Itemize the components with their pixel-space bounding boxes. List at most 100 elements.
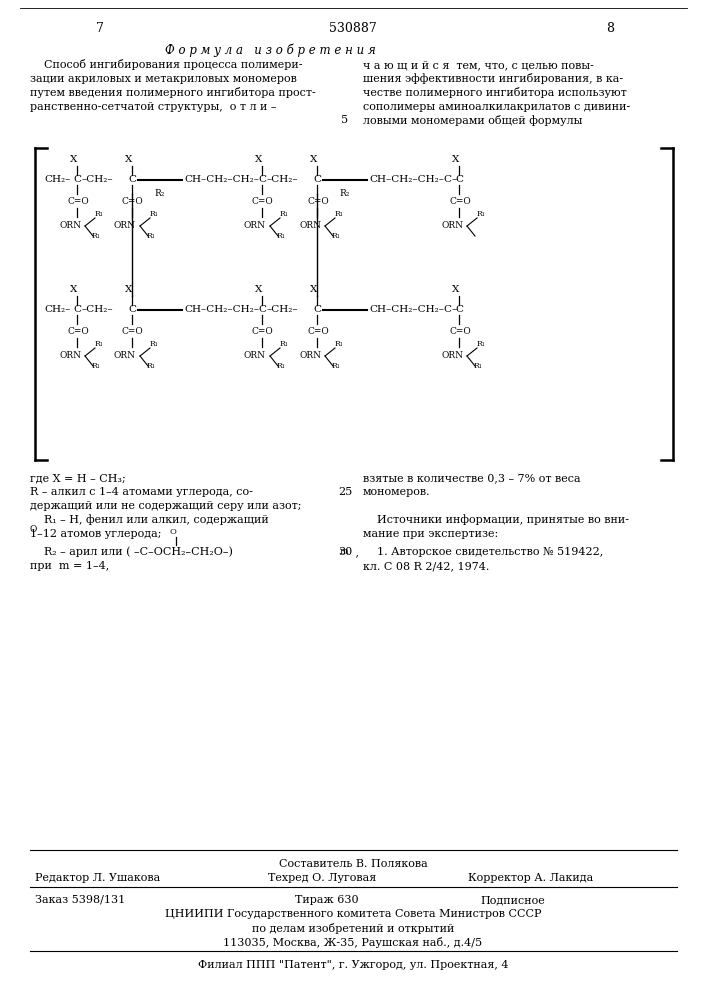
Text: ORN: ORN: [244, 352, 266, 360]
Text: C=O: C=O: [252, 198, 274, 207]
Text: Корректор А. Лакида: Корректор А. Лакида: [468, 873, 593, 883]
Text: шения эффективности ингибирования, в ка-: шения эффективности ингибирования, в ка-: [363, 74, 623, 85]
Text: X: X: [255, 155, 263, 164]
Text: Техред О. Луговая: Техред О. Луговая: [268, 873, 376, 883]
Text: C=O: C=O: [252, 328, 274, 336]
Text: C: C: [313, 306, 321, 314]
Text: 1. Авторское свидетельство № 519422,: 1. Авторское свидетельство № 519422,: [363, 547, 603, 557]
Text: R₁: R₁: [277, 362, 286, 370]
Text: мание при экспертизе:: мание при экспертизе:: [363, 529, 498, 539]
Text: CH₂–: CH₂–: [44, 176, 71, 184]
Text: R₁: R₁: [150, 210, 159, 218]
Text: ловыми мономерами общей формулы: ловыми мономерами общей формулы: [363, 115, 583, 126]
Text: R₁: R₁: [280, 340, 288, 348]
Text: C: C: [258, 306, 266, 314]
Text: R – алкил с 1–4 атомами углерода, со-: R – алкил с 1–4 атомами углерода, со-: [30, 487, 253, 497]
Text: R₁: R₁: [147, 232, 156, 240]
Text: честве полимерного ингибитора используют: честве полимерного ингибитора используют: [363, 88, 626, 99]
Text: R₁: R₁: [474, 362, 483, 370]
Text: R₁ – H, фенил или алкил, содержащий: R₁ – H, фенил или алкил, содержащий: [30, 515, 269, 525]
Text: C=O: C=O: [67, 328, 89, 336]
Text: R₂: R₂: [154, 190, 164, 198]
Text: по делам изобретений и открытий: по делам изобретений и открытий: [252, 922, 454, 934]
Text: ч а ю щ и й с я  тем, что, с целью повы-: ч а ю щ и й с я тем, что, с целью повы-: [363, 60, 594, 70]
Text: 8: 8: [606, 21, 614, 34]
Text: ORN: ORN: [59, 222, 81, 231]
Text: m: m: [340, 548, 349, 556]
Text: C: C: [73, 176, 81, 184]
Text: X: X: [125, 155, 133, 164]
Text: ORN: ORN: [441, 222, 463, 231]
Text: 1–12 атомов углерода;: 1–12 атомов углерода;: [30, 529, 161, 539]
Text: C=O: C=O: [449, 198, 471, 207]
Text: ORN: ORN: [299, 222, 321, 231]
Text: X: X: [310, 155, 317, 164]
Text: C=O: C=O: [122, 328, 144, 336]
Text: R₁: R₁: [335, 210, 344, 218]
Text: R₁: R₁: [477, 210, 486, 218]
Text: Заказ 5398/131: Заказ 5398/131: [35, 895, 125, 905]
Text: 5: 5: [341, 115, 349, 125]
Text: X: X: [125, 286, 133, 294]
Text: C: C: [258, 176, 266, 184]
Text: путем введения полимерного ингибитора прост-: путем введения полимерного ингибитора пр…: [30, 88, 316, 99]
Text: X: X: [70, 155, 78, 164]
Text: Подписное: Подписное: [480, 895, 545, 905]
Text: ORN: ORN: [114, 222, 136, 231]
Text: 113035, Москва, Ж-35, Раушская наб., д.4/5: 113035, Москва, Ж-35, Раушская наб., д.4…: [223, 936, 483, 948]
Text: Ф о р м у л а   и з о б р е т е н и я: Ф о р м у л а и з о б р е т е н и я: [165, 43, 375, 57]
Text: C: C: [455, 306, 463, 314]
Text: мономеров.: мономеров.: [363, 487, 431, 497]
Text: R₁: R₁: [147, 362, 156, 370]
Text: ORN: ORN: [244, 222, 266, 231]
Text: Редактор Л. Ушакова: Редактор Л. Ушакова: [35, 873, 160, 883]
Text: R₁: R₁: [92, 362, 101, 370]
Text: CH–CH₂–CH₂–: CH–CH₂–CH₂–: [184, 306, 259, 314]
Text: C: C: [313, 176, 321, 184]
Text: X: X: [452, 286, 460, 294]
Text: C=O: C=O: [449, 328, 471, 336]
Text: держащий или не содержащий серу или азот;: держащий или не содержащий серу или азот…: [30, 501, 301, 511]
Text: ЦНИИПИ Государственного комитета Совета Министров СССР: ЦНИИПИ Государственного комитета Совета …: [165, 909, 542, 919]
Text: X: X: [310, 286, 317, 294]
Text: кл. С 08 R 2/42, 1974.: кл. С 08 R 2/42, 1974.: [363, 561, 489, 571]
Text: X: X: [255, 286, 263, 294]
Text: ,: ,: [352, 547, 359, 557]
Text: при  m = 1–4,: при m = 1–4,: [30, 561, 110, 571]
Text: R₂: R₂: [339, 190, 349, 198]
Text: ORN: ORN: [299, 352, 321, 360]
Text: O: O: [30, 526, 37, 534]
Text: CH–CH₂–CH₂–: CH–CH₂–CH₂–: [184, 176, 259, 184]
Text: R₁: R₁: [335, 340, 344, 348]
Text: 25: 25: [338, 487, 352, 497]
Text: –CH₂–: –CH₂–: [82, 306, 114, 314]
Text: R₂ – арил или ( –C–OCH₂–CH₂O–): R₂ – арил или ( –C–OCH₂–CH₂O–): [30, 547, 233, 557]
Text: C=O: C=O: [307, 328, 329, 336]
Text: –CH₂–: –CH₂–: [267, 306, 298, 314]
Text: где X = H – CH₃;: где X = H – CH₃;: [30, 473, 126, 483]
Text: CH₂–: CH₂–: [44, 306, 71, 314]
Text: –CH₂–: –CH₂–: [267, 176, 298, 184]
Text: R₁: R₁: [332, 362, 341, 370]
Text: C: C: [128, 306, 136, 314]
Text: ранственно-сетчатой структуры,  о т л и –: ранственно-сетчатой структуры, о т л и –: [30, 102, 276, 112]
Text: зации акриловых и метакриловых мономеров: зации акриловых и метакриловых мономеров: [30, 74, 297, 84]
Text: 530887: 530887: [329, 21, 377, 34]
Text: ORN: ORN: [59, 352, 81, 360]
Text: Филиал ППП "Патент", г. Ужгород, ул. Проектная, 4: Филиал ППП "Патент", г. Ужгород, ул. Про…: [198, 960, 508, 970]
Text: Тираж 630: Тираж 630: [295, 895, 358, 905]
Text: C: C: [455, 176, 463, 184]
Text: –CH₂–: –CH₂–: [82, 176, 114, 184]
Text: Составитель В. Полякова: Составитель В. Полякова: [279, 859, 427, 869]
Text: R₁: R₁: [92, 232, 101, 240]
Text: R₁: R₁: [332, 232, 341, 240]
Text: X: X: [70, 286, 78, 294]
Text: ORN: ORN: [441, 352, 463, 360]
Text: сополимеры аминоалкилакрилатов с дивини-: сополимеры аминоалкилакрилатов с дивини-: [363, 102, 630, 112]
Text: Источники информации, принятые во вни-: Источники информации, принятые во вни-: [363, 515, 629, 525]
Text: X: X: [452, 155, 460, 164]
Text: CH–CH₂–CH₂–C–: CH–CH₂–CH₂–C–: [369, 176, 457, 184]
Text: C=O: C=O: [67, 198, 89, 207]
Text: взятые в количестве 0,3 – 7% от веса: взятые в количестве 0,3 – 7% от веса: [363, 473, 580, 483]
Text: 30: 30: [338, 547, 352, 557]
